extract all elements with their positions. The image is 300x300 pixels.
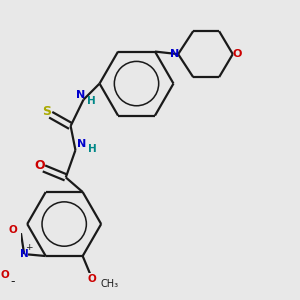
Text: O: O — [87, 274, 96, 284]
Text: N: N — [76, 91, 85, 100]
Text: O: O — [8, 225, 17, 235]
Text: CH₃: CH₃ — [101, 279, 119, 289]
Text: O: O — [232, 49, 242, 59]
Text: H: H — [88, 145, 97, 154]
Text: +: + — [26, 243, 33, 252]
Text: N: N — [170, 49, 179, 59]
Text: H: H — [87, 96, 96, 106]
Text: O: O — [0, 270, 9, 280]
Text: N: N — [77, 139, 86, 149]
Text: -: - — [10, 275, 14, 288]
Text: N: N — [20, 249, 29, 259]
Text: S: S — [42, 105, 51, 118]
Text: O: O — [34, 159, 45, 172]
